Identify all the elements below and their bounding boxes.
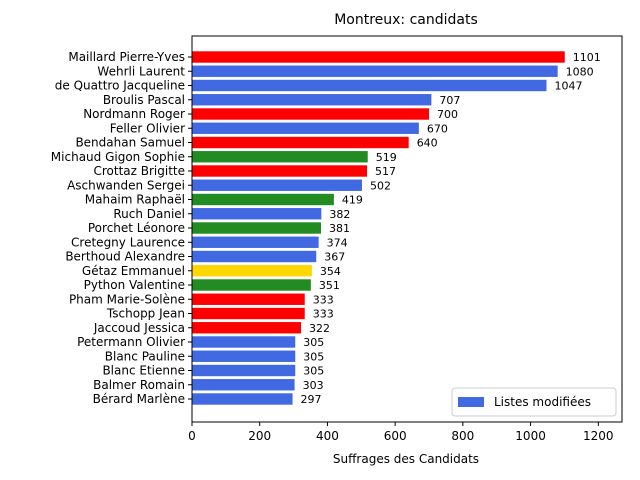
data-label: 1047: [554, 80, 582, 93]
data-label: 333: [313, 308, 334, 321]
data-label: 640: [417, 137, 438, 150]
bar: [192, 236, 319, 248]
bar: [192, 265, 312, 277]
data-label: 707: [439, 94, 460, 107]
x-tick-label: 400: [316, 429, 339, 443]
x-axis-label: Suffrages des Candidats: [333, 452, 479, 466]
data-label: 322: [309, 322, 330, 335]
data-label: 297: [301, 393, 322, 406]
bar: [192, 393, 293, 405]
bar: [192, 222, 321, 234]
data-label: 419: [342, 194, 363, 207]
data-labels: 1101108010477077006706405195175024193823…: [301, 51, 601, 406]
y-tick-label: Mahaim Raphaël: [85, 193, 185, 207]
data-label: 700: [437, 108, 458, 121]
bar: [192, 379, 295, 391]
bar: [192, 151, 368, 163]
y-tick-label: de Quattro Jacqueline: [55, 79, 185, 93]
y-tick-label: Bérard Marlène: [93, 392, 185, 406]
y-tick-label: Pham Marie-Solène: [69, 292, 185, 306]
bar: [192, 250, 317, 263]
legend-box: [451, 387, 617, 417]
data-label: 519: [376, 151, 397, 164]
bar: [192, 208, 322, 220]
x-tick-label: 1200: [583, 429, 614, 443]
bar: [192, 350, 296, 362]
data-label: 333: [313, 293, 334, 306]
bar: [192, 364, 296, 377]
data-label: 670: [427, 122, 448, 135]
x-tick-label: 600: [384, 429, 407, 443]
y-tick-label: Wehrli Laurent: [97, 64, 185, 78]
legend: Listes modifiées: [451, 387, 617, 417]
y-tick-label: Gétaz Emmanuel: [82, 264, 185, 278]
data-label: 517: [375, 165, 396, 178]
data-label: 1101: [573, 51, 601, 64]
x-tick-label: 0: [188, 429, 196, 443]
bar: [192, 322, 302, 334]
y-tick-label: Tschopp Jean: [106, 307, 185, 321]
data-label: 305: [303, 350, 324, 363]
y-tick-label: Berthoud Alexandre: [65, 250, 185, 264]
y-tick-label: Broulis Pascal: [103, 93, 185, 107]
legend-swatch: [458, 397, 484, 407]
y-tick-label: Michaud Gigon Sophie: [51, 150, 185, 164]
bar: [192, 307, 305, 320]
data-label: 381: [329, 222, 350, 235]
bar: [192, 94, 432, 106]
bar: [192, 51, 565, 63]
y-tick-label: Nordmann Roger: [83, 107, 185, 121]
bar: [192, 193, 334, 206]
data-label: 374: [327, 236, 348, 249]
y-tick-label: Aschwanden Sergei: [67, 178, 185, 192]
data-label: 1080: [566, 65, 594, 78]
y-tick-label: Ruch Daniel: [113, 207, 185, 221]
bar: [192, 336, 296, 348]
x-tick-label: 800: [451, 429, 474, 443]
y-tick-label: Petermann Olivier: [77, 335, 185, 349]
x-tick-label: 200: [248, 429, 271, 443]
data-label: 303: [303, 379, 324, 392]
y-tick-label: Balmer Romain: [93, 378, 185, 392]
bars-group: [192, 51, 565, 405]
bar: [192, 179, 362, 191]
y-tick-label: Blanc Etienne: [102, 364, 185, 378]
y-tick-label: Cretegny Laurence: [71, 235, 185, 249]
bar: [192, 79, 547, 92]
plot-frame: [191, 35, 623, 423]
y-tick-label: Jaccoud Jessica: [93, 321, 185, 335]
bar: [192, 165, 368, 177]
legend-label: Listes modifiées: [494, 395, 591, 409]
x-tick-label: 1000: [515, 429, 546, 443]
y-tick-label: Porchet Léonore: [88, 221, 185, 235]
y-tick-label: Python Valentine: [84, 278, 185, 292]
x-ticks: 0 200 400 600 800 1000 1200: [188, 422, 614, 443]
y-tick-label: Blanc Pauline: [105, 349, 185, 363]
bar: [192, 279, 311, 291]
data-label: 367: [324, 251, 345, 264]
data-label: 305: [303, 336, 324, 349]
chart-title: Montreux: candidats: [334, 12, 478, 28]
data-label: 351: [319, 279, 340, 292]
bar: [192, 65, 558, 77]
y-tick-label: Maillard Pierre-Yves: [68, 50, 185, 64]
y-tick-label: Bendahan Samuel: [75, 136, 185, 150]
y-tick-label: Crottaz Brigitte: [93, 164, 185, 178]
data-label: 354: [320, 265, 341, 278]
bar: [192, 293, 305, 305]
bar: [192, 108, 430, 120]
bar: [192, 122, 419, 134]
data-label: 502: [370, 179, 391, 192]
data-label: 305: [303, 365, 324, 378]
bar: [192, 136, 409, 149]
data-label: 382: [329, 208, 350, 221]
y-tick-label: Feller Olivier: [110, 121, 185, 135]
